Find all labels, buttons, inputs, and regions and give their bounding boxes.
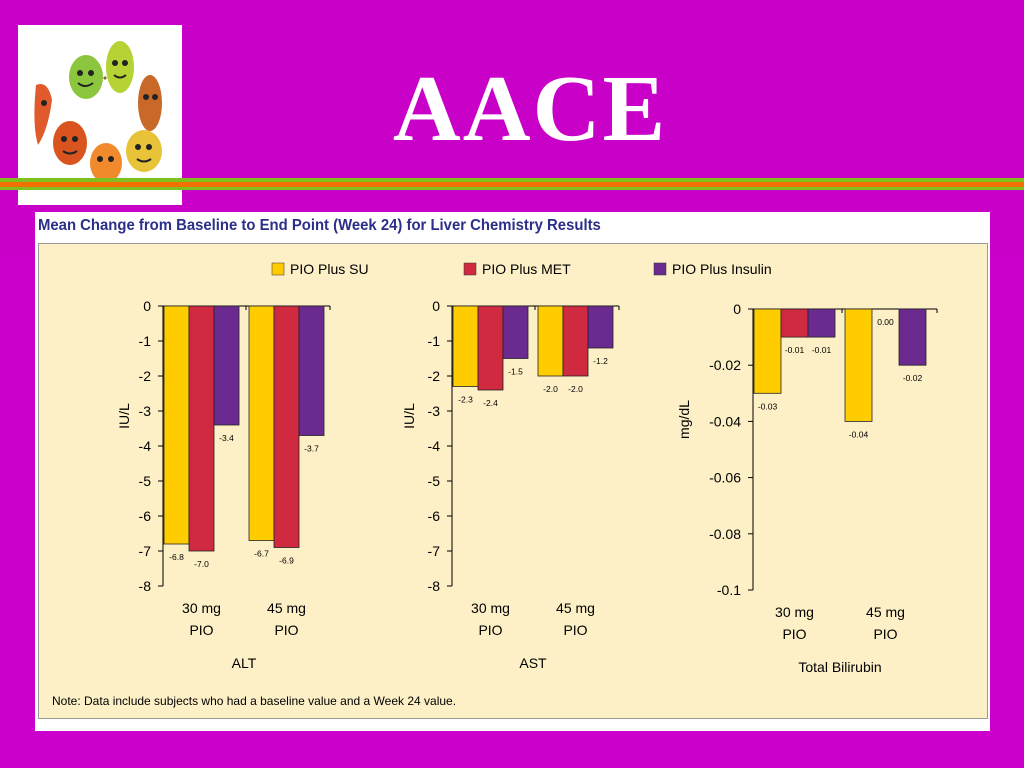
chart-1-category-label: 45 mg (267, 600, 306, 616)
chart-2-ytick-label: -3 (428, 403, 441, 419)
chart-1-ytick-label: -8 (139, 578, 152, 594)
data-label: -1.5 (508, 367, 523, 377)
chart-2-xlabel: AST (519, 655, 547, 671)
chart-1-xlabel: ALT (232, 655, 257, 671)
data-label: -0.03 (758, 401, 778, 411)
legend-swatch-2 (463, 262, 477, 276)
chart-3-ylabel: mg/dL (676, 400, 692, 439)
bar-total-bilirubin-1-3 (807, 308, 836, 338)
legend-label-3: PIO Plus Insulin (672, 261, 772, 277)
chart-2-category-label: PIO (563, 622, 587, 638)
bar-total-bilirubin-2-1 (844, 308, 873, 422)
chart-2-category-label: 45 mg (556, 600, 595, 616)
chart-3-category-label: 30 mg (775, 604, 814, 620)
chart-2-ytick-label: -2 (428, 368, 441, 384)
legend-label-2: PIO Plus MET (482, 261, 571, 277)
figure-title: Mean Change from Baseline to End Point (… (38, 217, 601, 234)
chart-1-ytick-label: -4 (139, 438, 152, 454)
data-label: -2.3 (458, 395, 473, 405)
chart-2-category-label: 30 mg (471, 600, 510, 616)
chart-1-category-label: 30 mg (182, 600, 221, 616)
chart-2-ytick-label: -1 (428, 333, 441, 349)
chart-3-ytick-label: 0 (733, 301, 741, 317)
chart-3-ytick-label: -0.04 (709, 413, 741, 429)
data-label: -0.02 (903, 373, 923, 383)
data-label: -6.8 (169, 552, 184, 562)
bar-ast-1-3 (502, 305, 529, 359)
data-label: -6.9 (279, 556, 294, 566)
bar-alt-1-3 (213, 305, 240, 426)
chart-3-ytick-label: -0.1 (717, 582, 741, 598)
data-label: -3.4 (219, 433, 234, 443)
bar-alt-1-1 (163, 305, 190, 545)
chart-2-ytick-label: -7 (428, 543, 441, 559)
chart-1-ytick-label: -7 (139, 543, 152, 559)
bar-total-bilirubin-1-2 (780, 308, 809, 338)
legend-swatch-3 (653, 262, 667, 276)
chart-2-category-label: PIO (478, 622, 502, 638)
divider-stripe-green (0, 178, 1024, 182)
data-label: -2.4 (483, 398, 498, 408)
chart-1-ytick-label: -3 (139, 403, 152, 419)
chart-2-ytick-label: -5 (428, 473, 441, 489)
chart-1-ytick-label: -5 (139, 473, 152, 489)
chart-3-xlabel: Total Bilirubin (798, 659, 881, 675)
bar-ast-2-2 (562, 305, 589, 377)
chart-2-ytick-label: -4 (428, 438, 441, 454)
bar-alt-2-3 (298, 305, 325, 436)
bar-ast-2-3 (587, 305, 614, 349)
chart-3-ytick-label: -0.08 (709, 526, 741, 542)
data-label: -7.0 (194, 559, 209, 569)
chart-2-ylabel: IU/L (401, 403, 417, 429)
liver-chemistry-figure: Mean Change from Baseline to End Point (… (35, 212, 990, 731)
data-label: -6.7 (254, 549, 269, 559)
divider-stripe-orange (0, 182, 1024, 187)
chart-3-category-label: PIO (873, 626, 897, 642)
chart-2-ytick-label: 0 (432, 298, 440, 314)
data-label: 0.00 (877, 317, 894, 327)
bar-alt-2-2 (273, 305, 300, 548)
data-label: -1.2 (593, 356, 608, 366)
figure-note: Note: Data include subjects who had a ba… (52, 694, 457, 708)
slide-title: AACE (392, 57, 668, 161)
chart-1-category-label: PIO (274, 622, 298, 638)
chart-1-category-label: PIO (189, 622, 213, 638)
bar-ast-1-2 (477, 305, 504, 391)
chart-3-category-label: PIO (782, 626, 806, 642)
chart-1-ytick-label: -6 (139, 508, 152, 524)
bar-alt-1-2 (188, 305, 215, 552)
chart-1-ytick-label: 0 (143, 298, 151, 314)
bar-total-bilirubin-1-1 (753, 308, 782, 394)
chart-3-category-label: 45 mg (866, 604, 905, 620)
bar-ast-2-1 (537, 305, 564, 377)
legend-label-1: PIO Plus SU (290, 261, 369, 277)
data-label: -2.0 (568, 384, 583, 394)
bar-ast-1-1 (452, 305, 479, 387)
divider-stripe-green-lower (0, 187, 1024, 190)
data-label: -3.7 (304, 444, 319, 454)
cartoon-organs-logo-icon (34, 41, 162, 183)
chart-2-ytick-label: -8 (428, 578, 441, 594)
bar-total-bilirubin-2-3 (898, 308, 927, 366)
data-label: -0.04 (849, 429, 869, 439)
chart-panel: PIO Plus SU PIO Plus MET PIO Plus Insulin 0… (38, 243, 988, 719)
chart-2-ytick-label: -6 (428, 508, 441, 524)
bar-alt-2-1 (248, 305, 275, 541)
chart-1-ylabel: IU/L (116, 403, 132, 429)
liver-chemistry-charts: PIO Plus SU PIO Plus MET PIO Plus Insulin 0… (116, 261, 938, 675)
organ-characters-logo (18, 25, 182, 205)
chart-1-ytick-label: -2 (139, 368, 152, 384)
data-label: -0.01 (785, 345, 805, 355)
data-label: -2.0 (543, 384, 558, 394)
legend-swatch-1 (271, 262, 285, 276)
chart-1-ytick-label: -1 (139, 333, 152, 349)
chart-3-ytick-label: -0.02 (709, 357, 741, 373)
chart-3-ytick-label: -0.06 (709, 470, 741, 486)
data-label: -0.01 (812, 345, 832, 355)
